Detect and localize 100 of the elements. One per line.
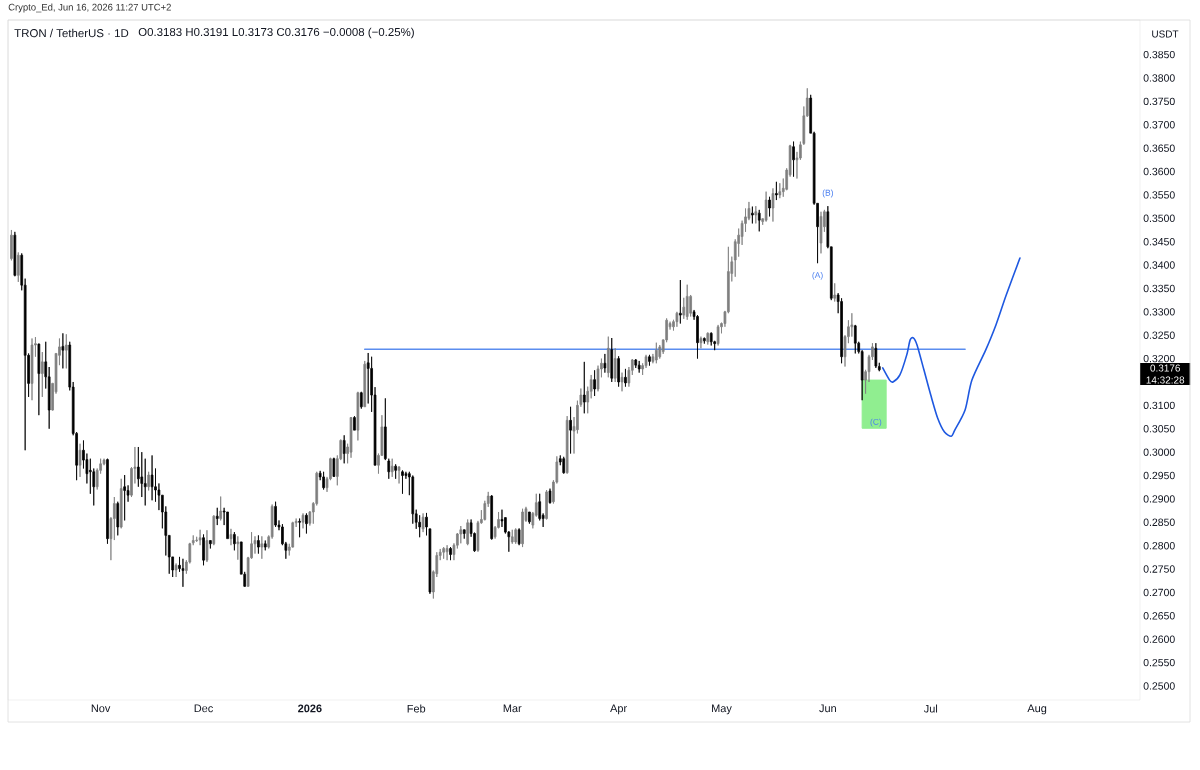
candlestick: [116, 501, 120, 536]
y-tick-label: 0.3350: [1143, 284, 1175, 293]
candlestick: [209, 540, 212, 549]
candlestick: [562, 456, 566, 475]
candlestick: [123, 474, 126, 521]
candlestick: [655, 342, 658, 364]
y-tick-label: 0.3050: [1143, 425, 1175, 433]
candlestick: [703, 337, 706, 345]
candlestick: [397, 465, 401, 484]
candlestick: [874, 342, 878, 369]
y-tick-label: 0.2650: [1143, 612, 1175, 620]
y-tick-label: 0.3450: [1143, 237, 1175, 246]
y-tick-label: 0.3800: [1143, 74, 1175, 82]
y-axis-title: USDT: [1152, 30, 1179, 38]
candlestick: [610, 337, 614, 383]
x-tick-label: Jun: [819, 704, 836, 713]
candlestick: [528, 511, 531, 525]
text: Crypto_Ed, Jun 16, 2026 11:27 UTC+2: [8, 3, 171, 13]
candlestick: [466, 519, 469, 546]
text: 0.3176: [1150, 364, 1181, 372]
candlestick: [754, 205, 758, 224]
x-tick-label: Aug: [1027, 704, 1047, 715]
candlestick: [603, 353, 607, 374]
candlestick: [521, 508, 524, 548]
y-tick-label: 0.2950: [1143, 471, 1175, 480]
candlestick: [637, 360, 641, 374]
candlestick: [119, 478, 123, 529]
candlestick: [332, 457, 336, 478]
candlestick: [64, 333, 68, 369]
candlestick: [593, 369, 596, 397]
candlestick: [462, 529, 466, 540]
candlestick: [30, 338, 34, 401]
candlestick: [205, 529, 209, 563]
candlestick: [620, 372, 624, 392]
candlestick: [298, 518, 301, 538]
candlestick: [606, 336, 610, 378]
y-tick-label: 0.2800: [1143, 541, 1175, 550]
candlestick: [449, 546, 452, 561]
y-tick-label: 0.3650: [1143, 144, 1175, 152]
candlestick: [360, 391, 363, 410]
candlestick: [706, 332, 710, 345]
candlestick: [61, 332, 65, 369]
candlestick: [16, 252, 20, 283]
y-tick-label: 0.3550: [1143, 191, 1175, 199]
candlestick: [147, 471, 150, 491]
candlestick: [215, 507, 219, 526]
candlestick: [394, 463, 397, 480]
x-tick-label: Feb: [407, 704, 426, 713]
candlestick: [305, 512, 308, 534]
candlestick: [517, 527, 521, 546]
candlestick: [514, 527, 518, 545]
candlestick: [648, 354, 651, 367]
y-tick-label: 0.3200: [1143, 354, 1175, 363]
candlestick: [181, 558, 185, 588]
y-tick-label: 0.3100: [1143, 401, 1175, 410]
candlestick: [548, 488, 552, 504]
candlestick: [219, 496, 223, 521]
candlestick: [624, 368, 627, 388]
y-tick-label: 0.3250: [1143, 331, 1175, 339]
candlestick: [617, 355, 620, 388]
x-tick-label: May: [712, 704, 732, 715]
candlestick: [675, 311, 679, 328]
candlestick: [202, 534, 205, 566]
x-tick-label: Mar: [503, 704, 522, 713]
candlestick: [233, 531, 236, 551]
candlestick: [236, 535, 240, 561]
line-series: [881, 257, 1021, 438]
y-tick-label: 0.3500: [1143, 214, 1175, 222]
candlestick: [342, 434, 346, 464]
candlestick: [771, 187, 775, 222]
candlestick: [411, 475, 415, 525]
candlestick: [445, 544, 449, 561]
candlestick: [565, 415, 569, 475]
candlestick: [198, 529, 202, 546]
x-tick-label: Dec: [194, 704, 213, 713]
candlestick: [229, 528, 233, 546]
candlestick: [490, 494, 493, 540]
x-tick-label: Apr: [610, 704, 627, 715]
candlestick: [10, 229, 13, 261]
y-tick-label: 0.3300: [1143, 308, 1175, 316]
candlestick: [37, 343, 41, 416]
y-tick-label: 0.2500: [1143, 682, 1175, 690]
candlestick: [569, 406, 572, 454]
candlestick: [751, 206, 754, 224]
candlestick: [212, 514, 216, 546]
y-tick-label: 0.3000: [1143, 448, 1175, 456]
candlestick: [40, 351, 44, 398]
text: TRON / TetherUS · 1D: [14, 28, 129, 38]
text: O0.3183 H0.3191 L0.3173 C0.3176 −0.0008 (−0.25%): [138, 27, 414, 39]
candlestick: [634, 358, 638, 369]
candlestick: [226, 511, 229, 540]
candlestick: [150, 455, 154, 501]
candlestick: [274, 501, 277, 528]
annotation: (A): [812, 271, 823, 280]
candlestick: [401, 469, 404, 495]
y-tick-label: 0.3400: [1143, 261, 1175, 269]
candlestick: [679, 279, 682, 324]
y-tick-label: 0.2900: [1143, 495, 1175, 503]
candlestick: [390, 458, 394, 478]
annotation: (C): [870, 418, 882, 427]
